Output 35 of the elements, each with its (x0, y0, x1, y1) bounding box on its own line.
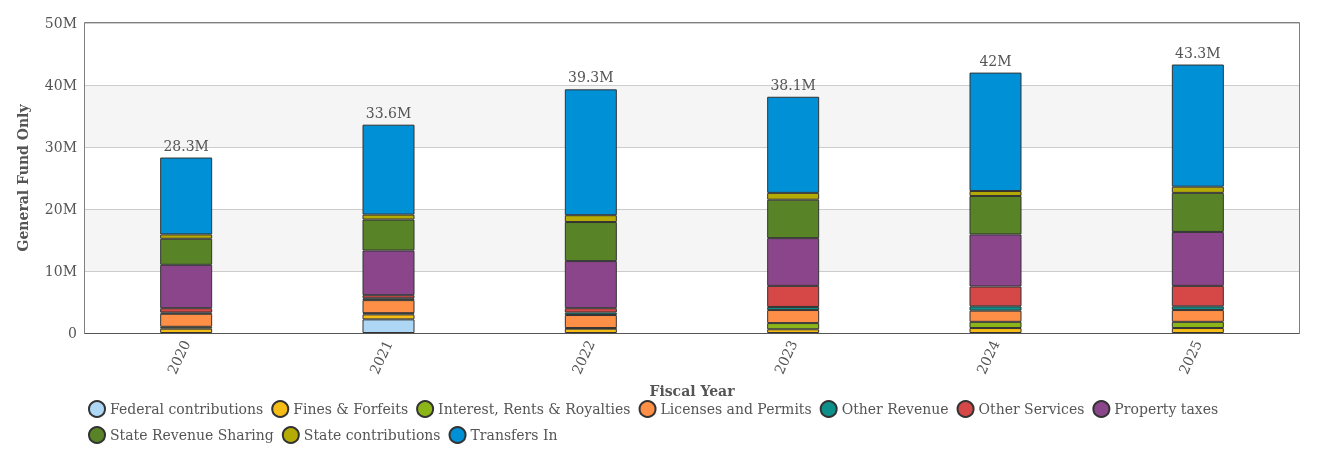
bar (564, 315, 617, 329)
x-tick-label: 2023 (770, 337, 801, 377)
y-axis-title: General Fund Only (15, 103, 31, 252)
legend-label: Interest, Rents & Royalties (438, 401, 631, 417)
legend-label: Other Revenue (841, 401, 949, 417)
x-tick-label: 2022 (568, 337, 599, 377)
total-label: 38.1M (770, 76, 816, 93)
legend-label: Transfers In (470, 427, 558, 443)
x-tick-label: 2020 (163, 337, 194, 377)
y-tick-label: 10M (44, 263, 77, 279)
y-tick-label: 50M (44, 15, 77, 31)
legend-label: Property taxes (1114, 401, 1219, 417)
y-tick-label: 30M (44, 139, 77, 155)
total-label: 43.3M (1175, 44, 1221, 61)
legend-label: State contributions (303, 427, 441, 443)
legend-label: Federal contributions (110, 401, 264, 417)
x-tick-label: 2021 (366, 337, 396, 377)
y-tick-label: 20M (44, 201, 77, 217)
legend-label: Fines & Forfeits (293, 401, 409, 417)
total-label: 42M (979, 52, 1012, 69)
y-tick-label: 40M (44, 77, 77, 93)
total-label: 28.3M (163, 137, 209, 154)
legend-label: Other Services (978, 401, 1085, 417)
legend-label: State Revenue Sharing (110, 427, 274, 443)
bar (160, 157, 213, 235)
total-label: 33.6M (365, 104, 412, 121)
bar (160, 328, 213, 333)
x-tick-label: 2025 (1175, 337, 1206, 377)
bar (362, 300, 415, 314)
total-label: 39.3M (568, 69, 614, 86)
bar (969, 72, 1022, 192)
x-axis-title: Fiscal Year (649, 382, 736, 399)
bar (362, 319, 415, 333)
legend-label: Licenses and Permits (660, 401, 812, 417)
y-tick-label: 0 (68, 325, 77, 341)
